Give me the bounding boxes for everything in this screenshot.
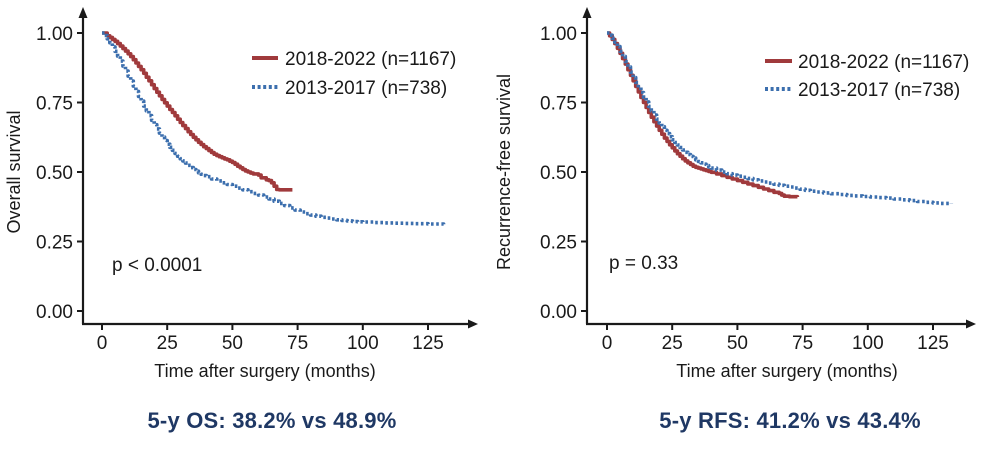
x-tick-label: 25 xyxy=(157,333,178,354)
p-value-annotation: p = 0.33 xyxy=(609,253,678,274)
x-axis-arrow-icon xyxy=(966,319,976,329)
legend-label: 2013-2017 (n=738) xyxy=(798,80,960,101)
y-axis-arrow-icon xyxy=(582,7,592,18)
y-tick-label: 0.25 xyxy=(36,233,73,254)
y-tick-label: 0.00 xyxy=(36,302,73,323)
x-tick-label: 125 xyxy=(917,333,949,354)
x-tick-label: 125 xyxy=(412,333,444,354)
x-tick-label: 25 xyxy=(662,333,683,354)
rfs-caption: 5-y RFS: 41.2% vs 43.4% xyxy=(659,408,921,433)
km-curve-2018-2022 xyxy=(102,31,293,192)
overall-survival-panel: 1.00 0.75 0.50 0.25 0.00 0 25 50 75 100 125 Time af… xyxy=(0,0,492,462)
y-tick-label: 0.50 xyxy=(36,163,73,184)
x-axis-arrow-icon xyxy=(468,319,478,329)
x-tick-label: 100 xyxy=(852,333,884,354)
x-tick-label: 75 xyxy=(287,333,308,354)
os-caption: 5-y OS: 38.2% vs 48.9% xyxy=(147,408,397,433)
legend-label: 2018-2022 (n=1167) xyxy=(285,49,456,70)
km-curve-2013-2017 xyxy=(102,31,446,226)
x-tick-label: 50 xyxy=(727,333,748,354)
x-tick-label: 0 xyxy=(602,333,613,354)
x-axis-title: Time after surgery (months) xyxy=(676,361,897,381)
p-value-annotation: p < 0.0001 xyxy=(112,255,202,276)
y-tick-label: 1.00 xyxy=(540,24,577,45)
x-tick-label: 0 xyxy=(97,333,108,354)
recurrence-free-survival-panel: 1.00 0.75 0.50 0.25 0.00 0 25 50 75 100 125 Time af… xyxy=(492,0,985,462)
recurrence-free-survival-chart: 1.00 0.75 0.50 0.25 0.00 0 25 50 75 100 125 Time af… xyxy=(494,7,976,381)
x-tick-label: 100 xyxy=(347,333,379,354)
y-axis-title: Recurrence-free survival xyxy=(494,74,514,270)
y-tick-label: 0.00 xyxy=(540,302,577,323)
y-axis-arrow-icon xyxy=(78,7,88,18)
overall-survival-chart: 1.00 0.75 0.50 0.25 0.00 0 25 50 75 100 125 Time af… xyxy=(4,7,478,381)
km-curve-2018-2022 xyxy=(607,31,800,199)
y-tick-label: 1.00 xyxy=(36,24,73,45)
x-tick-label: 75 xyxy=(792,333,813,354)
y-axis-title: Overall survival xyxy=(4,110,24,233)
y-tick-label: 0.75 xyxy=(540,94,577,115)
legend-label: 2018-2022 (n=1167) xyxy=(798,52,969,73)
km-curve-2013-2017 xyxy=(607,31,954,206)
y-tick-label: 0.75 xyxy=(36,94,73,115)
y-tick-label: 0.25 xyxy=(540,233,577,254)
y-tick-label: 0.50 xyxy=(540,163,577,184)
x-axis-title: Time after surgery (months) xyxy=(154,361,375,381)
legend-label: 2013-2017 (n=738) xyxy=(285,78,447,99)
x-tick-label: 50 xyxy=(222,333,243,354)
